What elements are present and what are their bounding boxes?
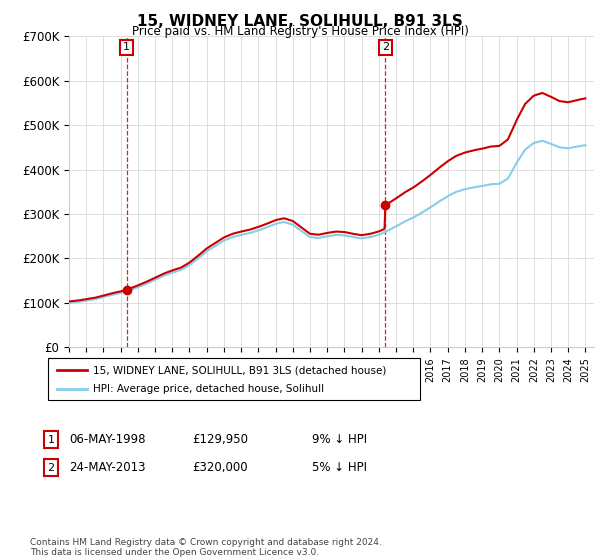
Text: £129,950: £129,950 [192,433,248,446]
Text: HPI: Average price, detached house, Solihull: HPI: Average price, detached house, Soli… [93,384,324,394]
Text: 15, WIDNEY LANE, SOLIHULL, B91 3LS: 15, WIDNEY LANE, SOLIHULL, B91 3LS [137,14,463,29]
Text: 5% ↓ HPI: 5% ↓ HPI [312,461,367,474]
Text: Contains HM Land Registry data © Crown copyright and database right 2024.
This d: Contains HM Land Registry data © Crown c… [30,538,382,557]
Text: 06-MAY-1998: 06-MAY-1998 [69,433,146,446]
Text: 9% ↓ HPI: 9% ↓ HPI [312,433,367,446]
Text: 1: 1 [123,42,130,52]
Text: 2: 2 [382,42,389,52]
Text: 15, WIDNEY LANE, SOLIHULL, B91 3LS (detached house): 15, WIDNEY LANE, SOLIHULL, B91 3LS (deta… [93,365,386,375]
Text: Price paid vs. HM Land Registry's House Price Index (HPI): Price paid vs. HM Land Registry's House … [131,25,469,38]
Text: 24-MAY-2013: 24-MAY-2013 [69,461,146,474]
Text: £320,000: £320,000 [192,461,248,474]
Text: 1: 1 [47,435,55,445]
Text: 2: 2 [47,463,55,473]
